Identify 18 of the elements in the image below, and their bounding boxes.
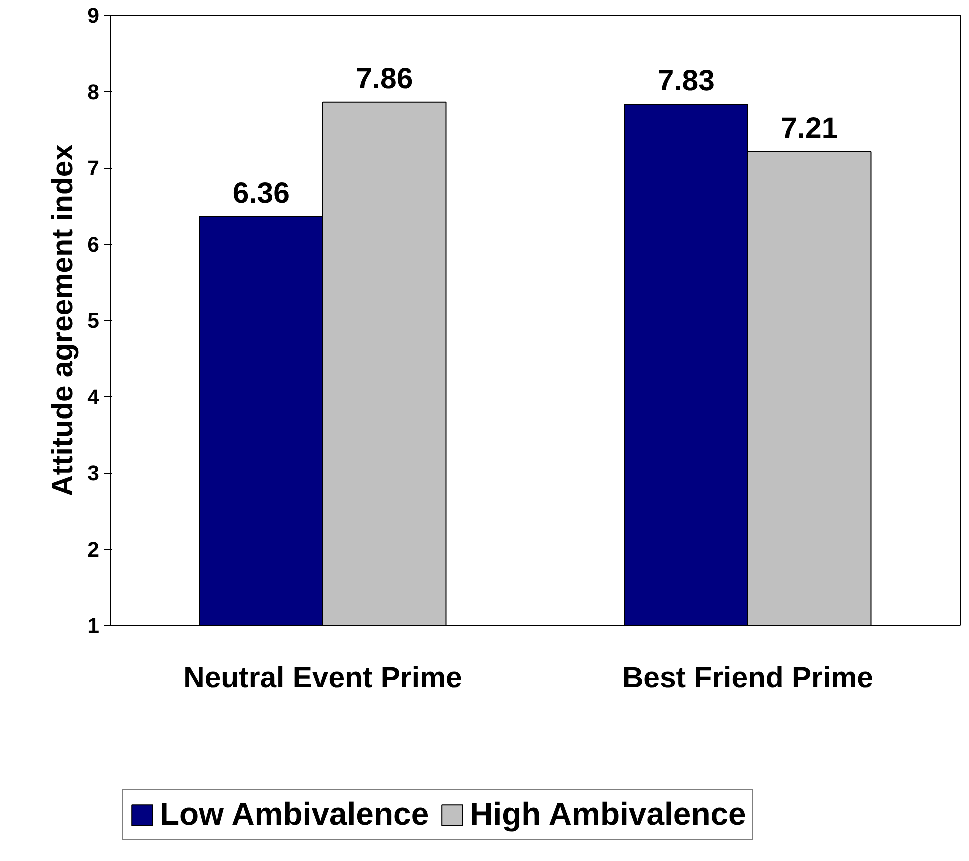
data-label: 7.21 [781, 112, 838, 145]
y-tick-label: 7 [88, 156, 100, 180]
legend-label: Low Ambivalence [160, 796, 430, 833]
y-tick-label: 4 [88, 385, 100, 410]
y-tick-label: 2 [88, 538, 100, 562]
y-tick-label: 9 [88, 4, 100, 28]
x-tick-label: Best Friend Prime [622, 662, 874, 694]
y-tick-label: 8 [88, 80, 100, 104]
y-tick-label: 5 [88, 309, 100, 333]
y-tick-label: 6 [88, 232, 100, 257]
data-label: 7.83 [658, 64, 715, 98]
y-tick-label: 1 [88, 614, 100, 638]
legend-label: High Ambivalence [470, 796, 746, 833]
x-tick-label: Neutral Event Prime [184, 662, 462, 694]
y-tick-label: 3 [88, 462, 100, 486]
data-label: 6.36 [232, 176, 290, 210]
data-label: 7.86 [356, 62, 414, 96]
y-axis-title: Attitude agreement index [46, 144, 80, 496]
